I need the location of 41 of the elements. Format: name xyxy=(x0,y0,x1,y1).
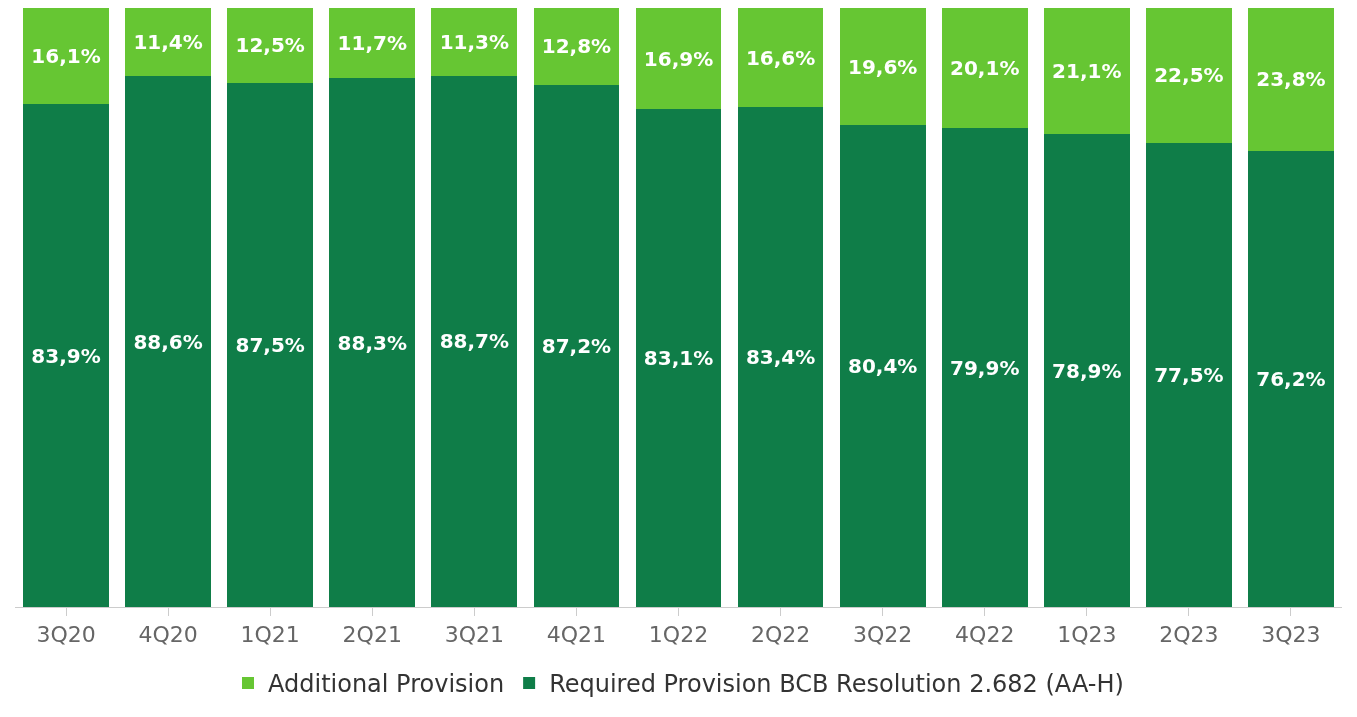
data-label: 76,2% xyxy=(1256,366,1326,391)
data-label: 11,7% xyxy=(337,31,407,56)
x-tick-label: 1Q21 xyxy=(240,622,300,648)
data-label: 22,5% xyxy=(1154,63,1224,88)
x-tick-label: 4Q21 xyxy=(546,622,607,648)
data-label: 21,1% xyxy=(1052,59,1122,84)
data-label: 23,8% xyxy=(1256,67,1326,92)
x-tick-label: 3Q22 xyxy=(852,622,913,648)
data-label: 87,5% xyxy=(235,332,305,357)
data-label: 11,4% xyxy=(133,30,203,55)
data-label: 88,6% xyxy=(133,329,203,354)
data-label: 83,9% xyxy=(31,343,101,368)
x-tick-label: 3Q21 xyxy=(444,622,505,648)
x-tick-label: 2Q23 xyxy=(1159,622,1219,648)
data-label: 88,7% xyxy=(439,329,510,354)
x-tick-label: 2Q22 xyxy=(750,622,811,648)
x-tick-label: 1Q22 xyxy=(648,622,709,648)
data-label: 19,6% xyxy=(847,54,918,79)
x-tick-label: 4Q22 xyxy=(955,622,1015,648)
x-tick-label: 4Q20 xyxy=(138,622,198,648)
legend-label: Required Provision BCB Resolution 2.682 (AA-H) xyxy=(549,670,1124,699)
data-label: 80,4% xyxy=(847,354,918,379)
data-label: 11,3% xyxy=(439,29,510,54)
data-label: 20,1% xyxy=(950,56,1020,81)
data-label: 16,1% xyxy=(31,44,101,69)
data-label: 87,2% xyxy=(541,333,612,358)
data-label: 12,5% xyxy=(235,33,305,58)
data-label: 83,1% xyxy=(643,346,714,371)
x-tick-label: 3Q20 xyxy=(36,622,96,648)
data-label: 88,3% xyxy=(337,330,407,355)
data-label: 16,6% xyxy=(745,45,816,70)
data-label: 79,9% xyxy=(950,355,1020,380)
legend-label: Additional Provision xyxy=(268,670,505,699)
x-tick-label: 2Q21 xyxy=(342,622,402,648)
data-label: 83,4% xyxy=(745,345,816,370)
x-tick-label: 1Q23 xyxy=(1057,622,1117,648)
data-label: 16,9% xyxy=(643,46,714,71)
data-label: 77,5% xyxy=(1154,362,1224,387)
data-label: 12,8% xyxy=(541,34,612,59)
data-label: 78,9% xyxy=(1052,358,1122,383)
x-tick-label: 3Q23 xyxy=(1261,622,1321,648)
